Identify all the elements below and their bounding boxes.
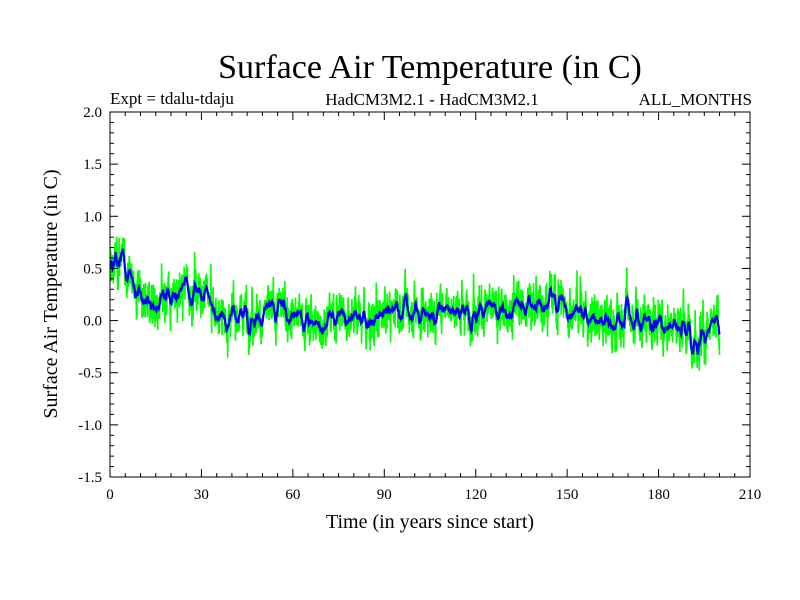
y-tick-label: -0.5 — [78, 366, 102, 382]
x-tick-label: 0 — [106, 487, 114, 503]
y-tick-label: 1.5 — [83, 157, 102, 173]
y-axis-label: Surface Air Temperature (in C) — [40, 169, 62, 418]
y-tick-label: -1.0 — [78, 418, 102, 434]
chart-subtitle-right: ALL_MONTHS — [639, 90, 752, 109]
y-tick-label: 2.0 — [83, 105, 102, 121]
chart-subtitle-center: HadCM3M2.1 - HadCM3M2.1 — [325, 90, 538, 109]
y-tick-label: 0.0 — [83, 314, 102, 330]
series-line-smoothed — [110, 248, 721, 356]
plot-frame — [109, 111, 751, 478]
y-tick-label: 1.0 — [83, 209, 102, 225]
x-tick-label: 150 — [556, 487, 579, 503]
x-tick-label: 210 — [739, 487, 762, 503]
y-tick-label: -1.5 — [78, 470, 102, 486]
x-tick-label: 30 — [194, 487, 209, 503]
y-axis: -1.5 -1.0 -0.5 0.0 0.5 1.0 1.5 2.0 — [78, 105, 750, 486]
x-tick-label: 180 — [647, 487, 670, 503]
x-tick-label: 120 — [464, 487, 487, 503]
chart-subtitle-left: Expt = tdalu-tdaju — [110, 89, 234, 108]
x-axis: 0 30 60 90 120 150 180 210 — [106, 112, 761, 503]
x-tick-label: 60 — [285, 487, 300, 503]
x-axis-label: Time (in years since start) — [326, 511, 534, 533]
chart-title: Surface Air Temperature (in C) — [218, 49, 642, 86]
y-tick-label: 0.5 — [83, 261, 102, 277]
series-layer — [110, 236, 721, 371]
x-tick-label: 90 — [377, 487, 392, 503]
